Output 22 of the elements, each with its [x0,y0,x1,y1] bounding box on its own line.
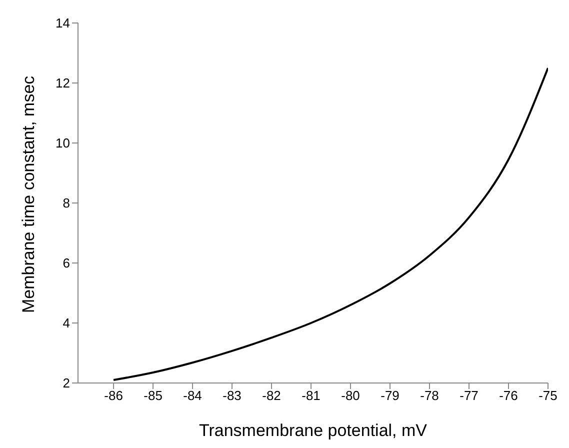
y-tick-label: 10 [56,136,70,151]
y-tick-label: 4 [62,316,70,331]
x-tick-label: -85 [144,388,162,404]
y-tick-label: 2 [62,376,70,391]
x-tick-label: -84 [183,388,202,404]
y-tick-label: 6 [62,256,70,271]
x-tick-label: -83 [222,388,242,404]
x-tick-label: -76 [499,388,518,404]
y-tick-label: 8 [62,196,70,211]
x-tick-label: -78 [420,388,439,404]
x-axis-title: Transmembrane potential, mV [198,421,428,440]
x-tick-label: -81 [302,388,320,404]
line-series [112,67,548,381]
x-tick-label: -80 [341,388,360,404]
y-axis-title: Membrane time constant, msec [19,75,38,313]
x-tick-label: -86 [104,388,123,404]
y-tick-label: 14 [56,16,70,31]
y-tick-label: 12 [56,76,70,91]
x-tick-label: -77 [460,388,478,404]
x-tick-label: -79 [380,388,400,404]
x-tick-label: -82 [262,388,281,404]
x-tick-label: -75 [538,388,558,404]
